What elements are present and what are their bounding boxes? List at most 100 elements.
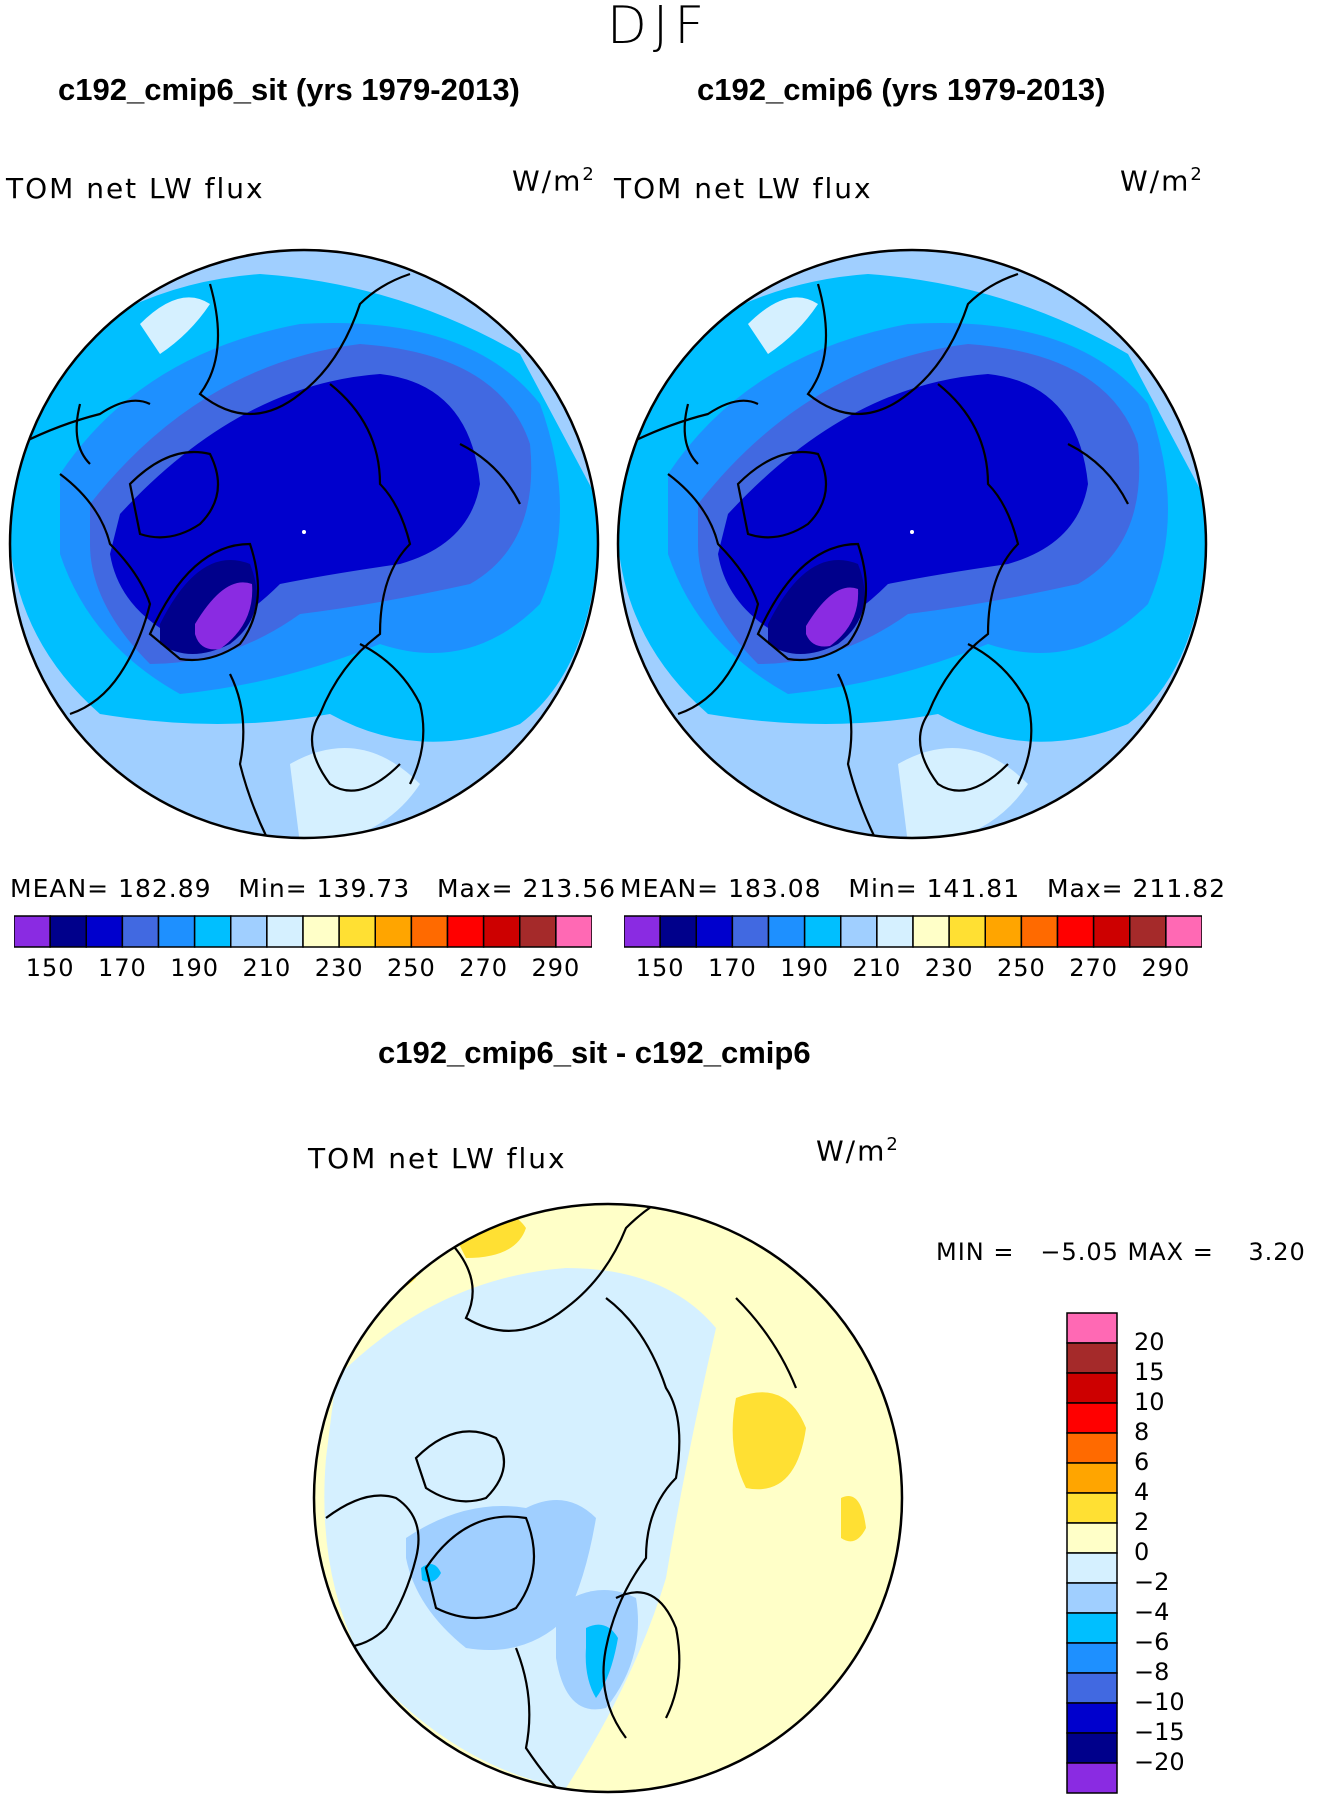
diff-variable-label: TOM net LW flux — [308, 1142, 567, 1175]
colorbar-tick-label: 270 — [1069, 954, 1119, 982]
colorbar-swatch — [876, 915, 914, 948]
colorbar-swatch — [555, 915, 592, 948]
map-border — [616, 248, 1208, 840]
colorbar-tick-label: 190 — [780, 954, 830, 982]
colorbar-tick-label: 290 — [531, 954, 581, 982]
colorbar-tick-label: 270 — [459, 954, 509, 982]
colorbar-swatch — [1020, 915, 1059, 948]
colorbar-swatch — [410, 915, 449, 948]
left-colorbar — [14, 915, 592, 948]
colorbar-swatch — [157, 915, 196, 948]
left-stats: MEAN= 182.89 Min= 139.73 Max= 213.56 — [10, 874, 616, 903]
diff-panel-title: c192_cmip6_sit - c192_cmip6 — [378, 1035, 811, 1070]
colorbar-level-label: −4 — [1134, 1598, 1170, 1626]
colorbar-swatch — [840, 915, 878, 948]
diff-min-max: MIN = −5.05 MAX = 3.20 — [936, 1238, 1306, 1266]
colorbar-swatch — [912, 915, 950, 948]
colorbar-tick-label: 290 — [1141, 954, 1191, 982]
left-max: Max= 213.56 — [436, 874, 617, 903]
colorbar-swatch — [1066, 1642, 1118, 1674]
diff-units-label: W/m2 — [816, 1134, 900, 1168]
colorbar-tick-label: 230 — [924, 954, 974, 982]
colorbar-tick-label: 230 — [314, 954, 364, 982]
left-polar-map — [8, 248, 600, 840]
colorbar-swatch — [446, 915, 485, 948]
north-pole-marker — [302, 530, 306, 534]
colorbar-level-label: 15 — [1134, 1358, 1165, 1386]
colorbar-swatch — [1066, 1432, 1118, 1464]
coastlines — [627, 272, 1129, 838]
colorbar-level-label: −6 — [1134, 1628, 1170, 1656]
colorbar-level-label: −8 — [1134, 1658, 1170, 1686]
colorbar-swatch — [1066, 1702, 1118, 1734]
right-mean: MEAN= 183.08 — [620, 874, 822, 903]
left-colorbar-ticks: 150 170 190 210 230 250 270 290 — [14, 954, 592, 988]
colorbar-tick-label: 210 — [242, 954, 292, 982]
colorbar-swatch — [1066, 1522, 1118, 1554]
colorbar-swatch — [302, 915, 340, 948]
colorbar-swatch — [948, 915, 987, 948]
colorbar-swatch — [695, 915, 734, 948]
left-panel-title: c192_cmip6_sit (yrs 1979-2013) — [58, 72, 520, 107]
colorbar-swatch — [1066, 1342, 1118, 1374]
right-stats: MEAN= 183.08 Min= 141.81 Max= 211.82 — [620, 874, 1226, 903]
colorbar-level-label: 6 — [1134, 1448, 1150, 1476]
colorbar-swatch — [266, 915, 304, 948]
colorbar-level-label: −10 — [1134, 1688, 1185, 1716]
colorbar-level-label: 0 — [1134, 1538, 1150, 1566]
colorbar-swatch — [767, 915, 806, 948]
colorbar-swatch — [49, 915, 88, 948]
north-pole-marker — [910, 530, 914, 534]
colorbar-swatch — [731, 915, 770, 948]
colorbar-tick-label: 170 — [707, 954, 757, 982]
colorbar-swatch — [1066, 1582, 1118, 1614]
colorbar-level-label: 10 — [1134, 1388, 1165, 1416]
left-min: Min= 139.73 — [238, 874, 411, 903]
map-fill-neg6-neg4 — [585, 1624, 618, 1698]
colorbar-swatch — [1066, 1462, 1118, 1494]
colorbar-tick-label: 210 — [852, 954, 902, 982]
colorbar-swatch — [803, 915, 842, 948]
right-polar-map — [616, 248, 1208, 840]
diff-polar-map — [312, 1202, 904, 1794]
colorbar-level-label: −2 — [1134, 1568, 1170, 1596]
right-units-label: W/m2 — [1120, 164, 1204, 198]
map-fill-2-4-b — [732, 1392, 806, 1490]
colorbar-swatch — [1066, 1612, 1118, 1644]
coastlines — [19, 272, 521, 838]
right-min: Min= 141.81 — [848, 874, 1021, 903]
season-title: DJF — [606, 0, 711, 56]
right-variable-label: TOM net LW flux — [614, 172, 873, 205]
colorbar-tick-label: 190 — [170, 954, 220, 982]
map-fill-150 — [806, 587, 859, 647]
colorbar-swatch — [482, 915, 521, 948]
colorbar-swatch — [1066, 1312, 1118, 1344]
colorbar-level-label: 20 — [1134, 1328, 1165, 1356]
diff-colorbar — [1066, 1312, 1118, 1794]
left-units-label: W/m2 — [512, 164, 596, 198]
coastlines — [325, 1204, 798, 1792]
diff-colorbar-labels: 20 15 10 8 6 4 2 0 −2 −4 −6 −8 −10 −15 −20 — [1134, 1312, 1214, 1794]
colorbar-swatch — [624, 915, 661, 948]
colorbar-tick-label: 170 — [97, 954, 147, 982]
left-mean: MEAN= 182.89 — [10, 874, 212, 903]
map-fill-220 — [748, 297, 818, 354]
colorbar-tick-label: 150 — [635, 954, 685, 982]
colorbar-swatch — [85, 915, 124, 948]
map-fill-150 — [195, 582, 253, 650]
colorbar-swatch — [1165, 915, 1202, 948]
colorbar-level-label: −20 — [1134, 1748, 1185, 1776]
right-panel-title: c192_cmip6 (yrs 1979-2013) — [697, 72, 1106, 107]
colorbar-swatch — [1066, 1492, 1118, 1524]
colorbar-swatch — [230, 915, 268, 948]
colorbar-swatch — [1066, 1372, 1118, 1404]
map-fill-2-4-c — [841, 1496, 866, 1542]
map-border — [8, 248, 600, 840]
colorbar-swatch — [338, 915, 377, 948]
colorbar-swatch — [659, 915, 698, 948]
colorbar-swatch — [1092, 915, 1131, 948]
colorbar-swatch — [1066, 1552, 1118, 1584]
colorbar-tick-label: 250 — [996, 954, 1046, 982]
map-fill-220 — [140, 297, 210, 354]
colorbar-level-label: 4 — [1134, 1478, 1150, 1506]
